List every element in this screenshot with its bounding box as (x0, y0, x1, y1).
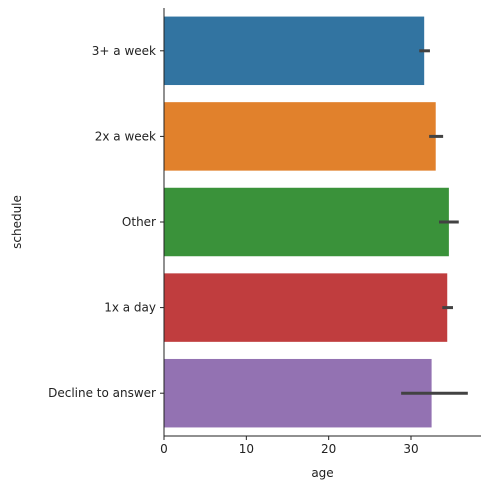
y-tick-label: Other (122, 215, 156, 229)
x-tick-label: 10 (239, 442, 254, 456)
y-axis-title: schedule (10, 195, 24, 249)
error-bars-layer (401, 49, 468, 395)
bar-1 (164, 102, 436, 171)
bar-3 (164, 273, 448, 342)
x-axis-title: age (311, 466, 333, 480)
y-axis-ticks: 3+ a week 2x a week Other 1x a day Decline t… (48, 44, 164, 400)
bars-layer (164, 16, 449, 428)
y-tick-label: 2x a week (95, 129, 156, 143)
bar-0 (164, 16, 425, 86)
x-tick-label: 30 (403, 442, 418, 456)
x-axis-ticks: 0 10 20 30 (160, 436, 419, 456)
x-tick-label: 0 (160, 442, 168, 456)
bar-4 (164, 358, 432, 428)
y-tick-label: 3+ a week (92, 44, 156, 58)
y-tick-label: Decline to answer (48, 386, 156, 400)
bar-2 (164, 187, 449, 257)
x-tick-label: 20 (321, 442, 336, 456)
y-tick-label: 1x a day (104, 301, 156, 315)
